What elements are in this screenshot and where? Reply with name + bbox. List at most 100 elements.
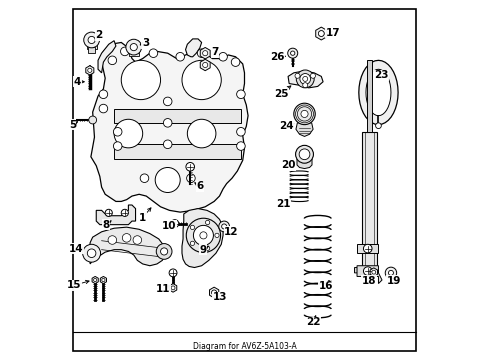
Polygon shape [89,227,165,266]
Circle shape [171,220,179,228]
Polygon shape [200,59,210,71]
Circle shape [231,58,240,66]
Circle shape [197,49,205,58]
Circle shape [363,267,371,275]
Circle shape [211,290,216,295]
Text: 25: 25 [273,89,288,99]
Circle shape [200,232,206,239]
Circle shape [299,149,309,159]
Text: 21: 21 [275,199,290,209]
Text: 24: 24 [279,121,293,131]
Text: 15: 15 [66,280,81,291]
Circle shape [363,244,371,253]
Polygon shape [185,39,201,57]
Circle shape [205,246,209,251]
Circle shape [82,244,101,262]
Text: 13: 13 [212,292,227,302]
Text: 1: 1 [139,212,146,222]
Polygon shape [114,109,241,123]
Circle shape [214,233,219,238]
Circle shape [190,225,194,230]
Text: 2: 2 [95,30,102,40]
Circle shape [163,97,172,106]
Circle shape [205,220,209,225]
Circle shape [202,62,207,68]
Circle shape [387,270,393,275]
Text: 20: 20 [280,160,295,170]
Circle shape [169,269,177,277]
Circle shape [108,236,116,244]
Text: 6: 6 [196,181,203,191]
Polygon shape [91,42,247,212]
Circle shape [93,278,97,282]
Circle shape [113,142,122,150]
Circle shape [187,119,216,148]
Circle shape [121,209,128,216]
Text: 23: 23 [373,70,387,80]
Circle shape [88,36,95,44]
Text: 14: 14 [69,244,84,253]
Circle shape [211,290,216,295]
Circle shape [102,278,105,282]
Circle shape [122,234,131,242]
Polygon shape [287,71,323,88]
Circle shape [302,76,307,81]
Polygon shape [315,27,326,40]
Text: 17: 17 [325,28,340,38]
Circle shape [121,47,129,56]
Polygon shape [85,66,94,75]
Polygon shape [182,208,223,267]
Text: 19: 19 [386,276,400,286]
Text: 5: 5 [68,120,76,130]
Text: 26: 26 [269,53,284,63]
Text: 4: 4 [74,77,81,87]
Circle shape [125,39,142,55]
Text: 8: 8 [102,220,109,230]
Circle shape [185,162,194,171]
Polygon shape [369,268,377,276]
Polygon shape [114,144,241,158]
Circle shape [186,174,195,183]
Circle shape [160,248,167,255]
Text: 18: 18 [361,276,375,286]
Bar [362,132,376,267]
Polygon shape [358,60,397,125]
Circle shape [310,73,315,78]
Polygon shape [209,287,218,298]
Circle shape [300,111,307,117]
Circle shape [155,167,180,193]
Polygon shape [92,276,98,284]
Circle shape [371,270,375,274]
Circle shape [236,90,244,99]
Circle shape [193,225,213,246]
Circle shape [149,49,157,58]
Circle shape [163,140,172,149]
Circle shape [218,221,229,232]
Text: 7: 7 [211,47,219,57]
Circle shape [121,60,160,100]
Text: 11: 11 [156,284,170,294]
Polygon shape [100,276,106,284]
Circle shape [287,48,297,58]
Circle shape [236,142,244,150]
Text: Diagram for AV6Z-5A103-A: Diagram for AV6Z-5A103-A [192,342,296,351]
Polygon shape [356,266,381,284]
Text: 3: 3 [142,38,149,48]
Circle shape [140,174,148,183]
Bar [88,48,95,53]
Circle shape [130,44,137,51]
Circle shape [176,53,184,61]
Circle shape [236,127,244,136]
Text: 22: 22 [305,317,320,327]
Circle shape [190,241,194,246]
Polygon shape [296,159,311,168]
Circle shape [318,31,324,36]
Circle shape [182,60,221,100]
Polygon shape [365,69,390,116]
Polygon shape [96,205,135,225]
Bar [366,60,371,132]
Circle shape [290,51,294,55]
Circle shape [105,209,112,216]
Circle shape [186,218,220,252]
Polygon shape [356,244,378,253]
